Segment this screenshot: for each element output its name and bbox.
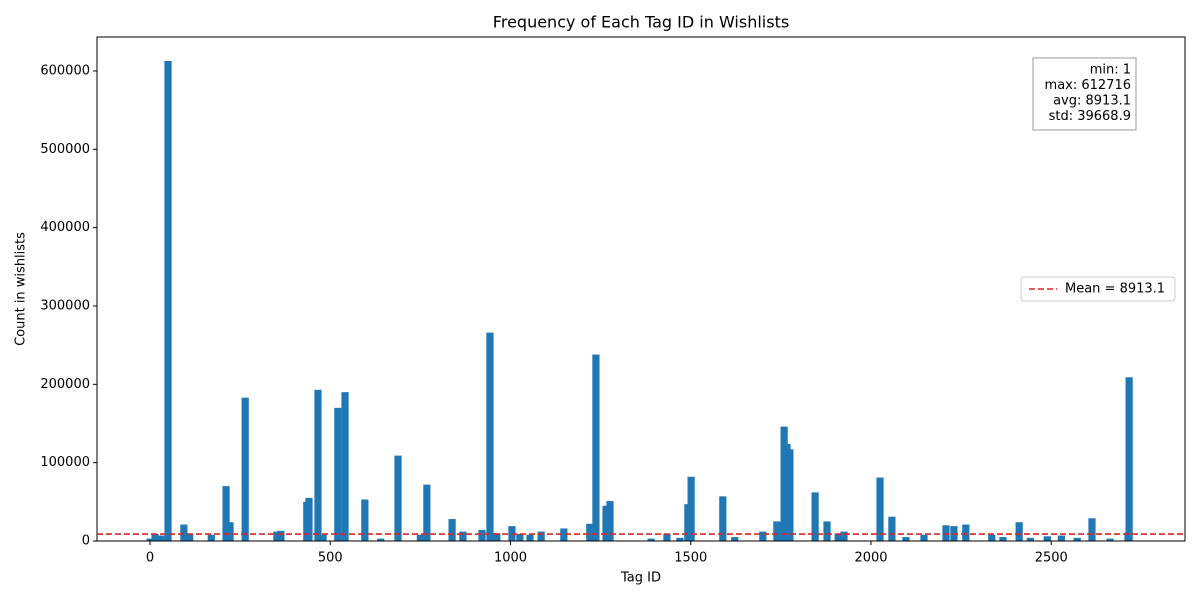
bar [416, 534, 424, 541]
x-tick-label: 1000 [494, 551, 527, 566]
bar [876, 477, 884, 541]
bar [164, 61, 172, 541]
y-tick-label: 500000 [40, 142, 90, 157]
bar [834, 533, 842, 541]
bar [647, 538, 655, 541]
bar [314, 389, 322, 541]
bar [942, 525, 950, 541]
y-tick-label: 0 [82, 534, 90, 549]
bar [786, 449, 794, 541]
stats-line: min: 1 [1090, 63, 1131, 78]
y-tick-label: 200000 [40, 377, 90, 392]
bar [157, 535, 165, 541]
bar [560, 528, 568, 541]
bar [1088, 518, 1096, 541]
stats-line: avg: 8913.1 [1053, 94, 1131, 109]
bar [459, 531, 467, 541]
bar [962, 524, 970, 541]
bar [999, 537, 1007, 541]
x-tick-label: 2500 [1035, 551, 1068, 566]
bar [687, 476, 695, 541]
bar [586, 523, 594, 541]
bar [811, 492, 819, 541]
y-tick-label: 100000 [40, 455, 90, 470]
bar [305, 497, 313, 541]
bar [241, 397, 249, 541]
y-tick-label: 400000 [40, 220, 90, 235]
chart-title: Frequency of Each Tag ID in Wishlists [493, 13, 789, 32]
stats-box-frame [1032, 57, 1137, 131]
bar [823, 521, 831, 541]
bar [902, 537, 910, 541]
bar [151, 533, 159, 541]
x-tick-label: 500 [318, 551, 343, 566]
x-tick-label: 2000 [854, 551, 887, 566]
bar [1073, 537, 1081, 541]
x-axis-label: Tag ID [620, 571, 661, 586]
bar [493, 533, 501, 541]
bar [334, 407, 342, 541]
bar [180, 524, 188, 541]
bar [186, 533, 194, 541]
legend-box [1020, 276, 1176, 302]
bar [731, 537, 739, 541]
bar [277, 530, 285, 541]
bar [341, 392, 349, 541]
legend: Mean = 8913.1 [1020, 276, 1176, 302]
bar [1043, 536, 1051, 541]
bar [222, 486, 230, 541]
bar [423, 484, 431, 541]
bar [1057, 535, 1065, 541]
bar [1026, 537, 1034, 541]
bar [486, 332, 494, 541]
bar [840, 531, 848, 541]
bar [377, 538, 385, 541]
y-axis-label: Count in wishlists [14, 232, 29, 346]
bar [606, 501, 614, 541]
stats-line: std: 39668.9 [1049, 109, 1131, 124]
bar [719, 496, 727, 541]
bar [448, 519, 456, 541]
bar [676, 537, 684, 541]
bar [773, 521, 781, 541]
y-tick-label: 600000 [40, 63, 90, 78]
bar [537, 531, 545, 541]
bar [663, 533, 671, 541]
y-tick-label: 300000 [40, 298, 90, 313]
bar [273, 531, 281, 541]
bar [888, 516, 896, 541]
plot-frame [96, 36, 1186, 542]
bar [1015, 522, 1023, 541]
bar [759, 531, 767, 541]
bar [526, 534, 534, 541]
legend-label: Mean = 8913.1 [1065, 282, 1165, 297]
x-tick-label: 0 [146, 551, 154, 566]
bar [988, 534, 996, 541]
bar [602, 505, 610, 541]
bar [920, 534, 928, 541]
bar [146, 538, 154, 541]
bar [1125, 377, 1133, 541]
bar [394, 455, 402, 541]
bar [516, 533, 524, 541]
bar [207, 534, 215, 541]
bar [592, 354, 600, 541]
stats-line: max: 612716 [1045, 78, 1131, 93]
bar [478, 530, 486, 541]
bar [1106, 538, 1114, 541]
bar [361, 499, 369, 541]
x-tick-label: 1500 [674, 551, 707, 566]
bar [319, 534, 327, 541]
bar [226, 522, 234, 541]
